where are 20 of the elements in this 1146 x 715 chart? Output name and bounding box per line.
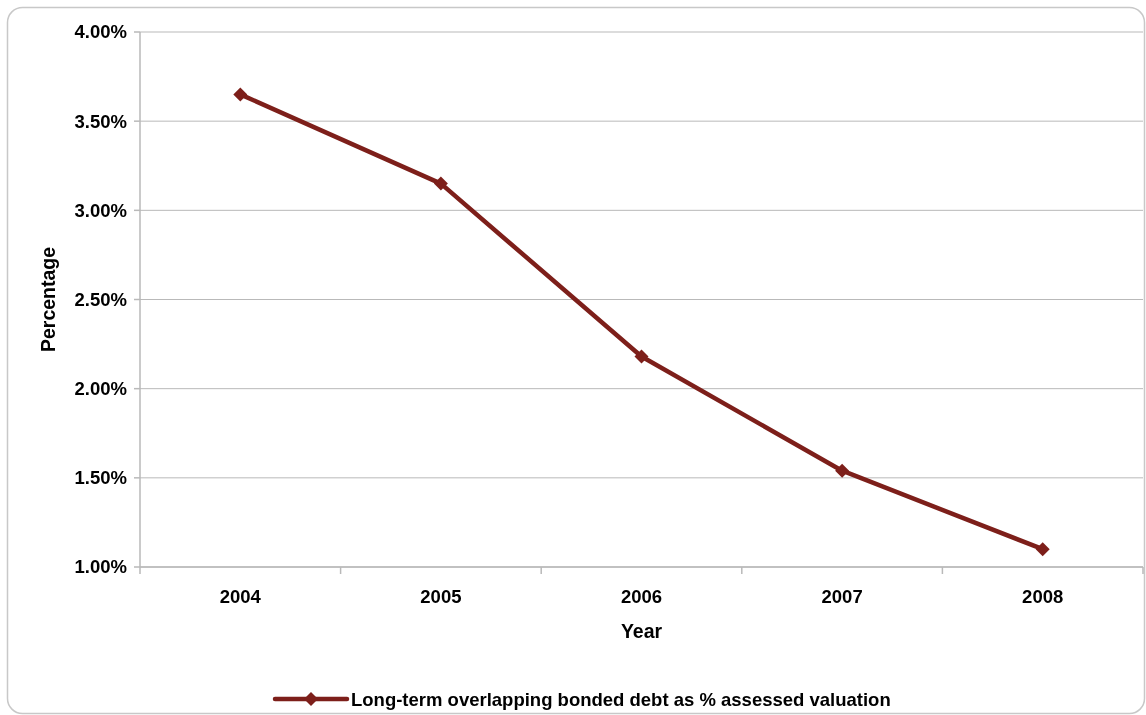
- point: [233, 87, 248, 102]
- y-tick-label: 1.00%: [74, 556, 127, 578]
- y-tick-label: 1.50%: [74, 467, 127, 489]
- y-tick-label: 2.50%: [74, 288, 127, 310]
- point: [1035, 542, 1050, 557]
- point: [835, 463, 850, 478]
- legend-label: Long-term overlapping bonded debt as % assessed valuation: [351, 688, 891, 710]
- y-tick-label: 2.00%: [74, 378, 127, 400]
- x-tick-label: 2006: [620, 586, 663, 607]
- point: [433, 176, 448, 191]
- y-tick-label: 3.00%: [74, 199, 127, 221]
- x-axis-title: Year: [620, 620, 663, 642]
- x-tick-label: 2007: [821, 586, 863, 607]
- y-tick-label: 4.00%: [74, 21, 127, 43]
- y-tick-label: 3.50%: [74, 110, 127, 132]
- y-axis-title: Percentage: [37, 246, 59, 353]
- x-tick-label: 2008: [1022, 586, 1064, 607]
- point: [634, 349, 649, 364]
- x-tick-label: 2005: [420, 586, 462, 607]
- x-tick-label: 2004: [219, 586, 262, 607]
